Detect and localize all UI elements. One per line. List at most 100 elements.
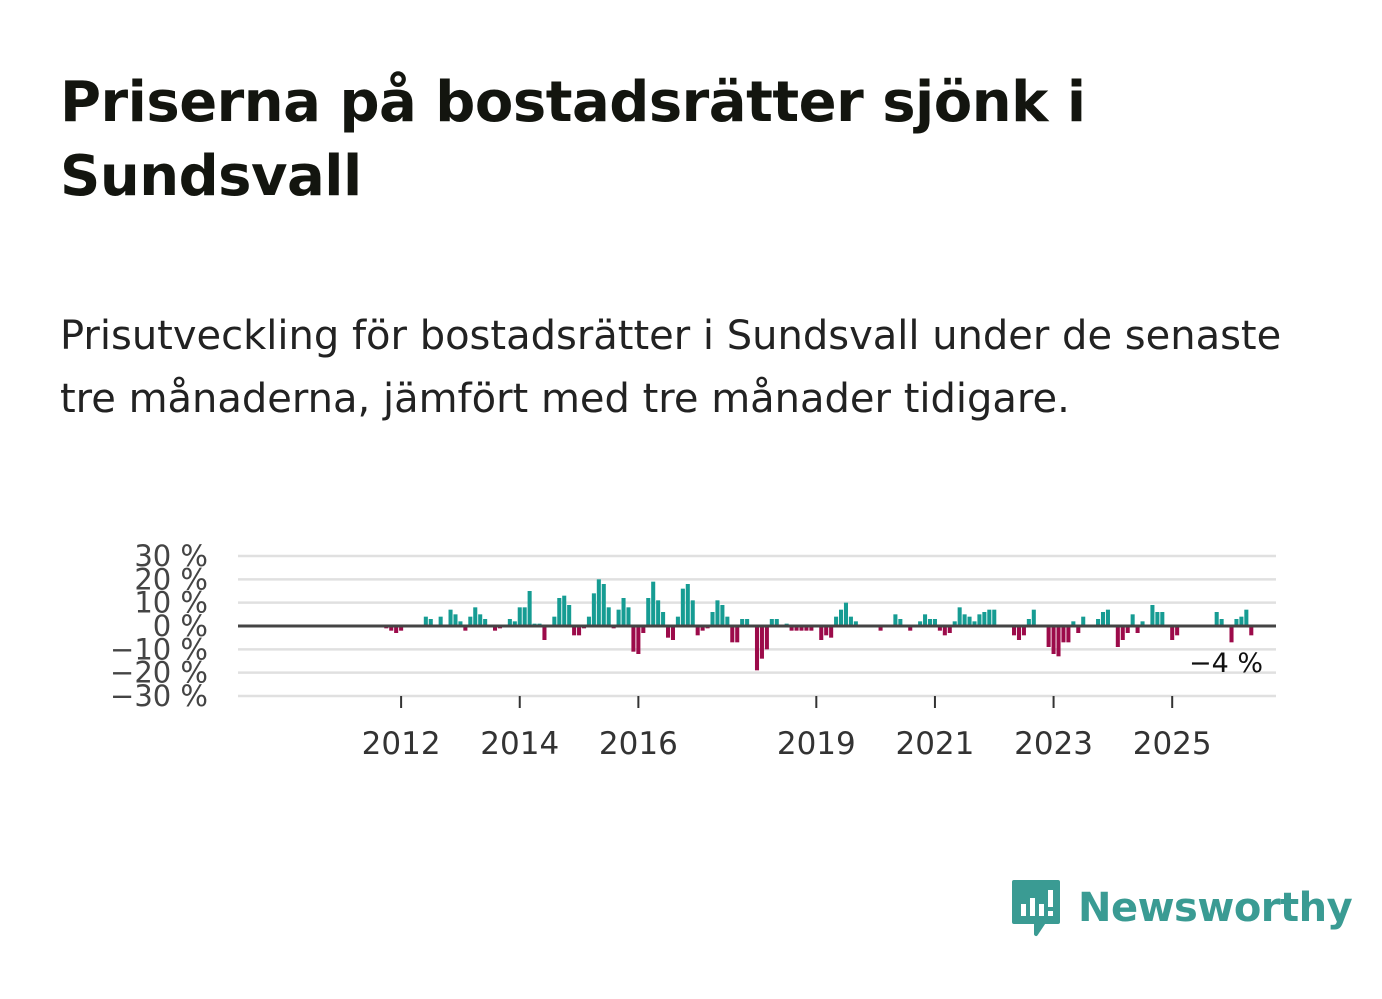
chart-bar bbox=[1214, 612, 1219, 626]
chart-bar bbox=[1229, 626, 1234, 643]
chart-bar bbox=[769, 619, 774, 626]
x-tick-label: 2019 bbox=[777, 726, 856, 762]
chart-bar bbox=[586, 616, 591, 626]
chart-bar bbox=[1051, 626, 1056, 654]
chart-bar bbox=[1244, 609, 1249, 626]
chart-bar bbox=[843, 602, 848, 626]
chart-title: Priserna på bostadsrätter sjönk i Sundsv… bbox=[60, 70, 1086, 209]
x-tick-label: 2014 bbox=[480, 726, 559, 762]
chart-bar bbox=[1031, 609, 1036, 626]
chart-bar bbox=[448, 609, 453, 626]
chart-bar bbox=[725, 616, 730, 626]
chart-bar bbox=[799, 626, 804, 631]
chart-bar bbox=[1125, 626, 1130, 633]
chart-bar bbox=[631, 626, 636, 652]
chart-bar bbox=[621, 598, 626, 626]
x-axis: 2012 2014 2016 2019 2021 2023 2025 bbox=[362, 696, 1212, 762]
chart-bar bbox=[616, 609, 621, 626]
chart-bar bbox=[428, 619, 433, 626]
x-tick-label: 2021 bbox=[895, 726, 974, 762]
chart-bar bbox=[774, 619, 779, 626]
chart-bar bbox=[591, 593, 596, 626]
chart-bar bbox=[542, 626, 547, 640]
chart-bar bbox=[1021, 626, 1026, 636]
price-change-bar-chart: 30 %20 %10 %0 %−10 %−20 %−30 % 2012 2014 2… bbox=[110, 539, 1276, 762]
chart-bar bbox=[942, 626, 947, 636]
chart-bar bbox=[829, 626, 834, 638]
chart-bar bbox=[848, 616, 853, 626]
chart-bar bbox=[552, 616, 557, 626]
chart-bar bbox=[680, 588, 685, 626]
chart-bar bbox=[700, 626, 705, 631]
chart-bar bbox=[636, 626, 641, 654]
chart-bar bbox=[675, 616, 680, 626]
chart-bar bbox=[1219, 619, 1224, 626]
chart-bar bbox=[493, 626, 498, 631]
chart-bar bbox=[596, 579, 601, 626]
last-value-label: −4 % bbox=[1189, 648, 1263, 679]
chart-bar bbox=[730, 626, 735, 643]
chart-bar bbox=[468, 616, 473, 626]
y-tick-label: 10 % bbox=[134, 586, 208, 620]
chart-bar bbox=[740, 619, 745, 626]
chart-bar bbox=[1046, 626, 1051, 647]
chart-bar bbox=[1081, 616, 1086, 626]
chart-bar bbox=[641, 626, 646, 633]
chart-bar bbox=[483, 619, 488, 626]
chart-bar bbox=[394, 626, 399, 633]
chart-bar bbox=[695, 626, 700, 636]
chart-bar bbox=[646, 598, 651, 626]
chart-bar bbox=[759, 626, 764, 659]
chart-bar bbox=[557, 598, 562, 626]
brand-logo: Newsworthy bbox=[1010, 878, 1353, 938]
chart-bar bbox=[977, 614, 982, 626]
chart-bar bbox=[572, 626, 577, 636]
chart-bar bbox=[666, 626, 671, 638]
chart-bars bbox=[384, 579, 1254, 671]
chart-bar bbox=[982, 612, 987, 626]
y-tick-label: 0 % bbox=[153, 609, 208, 643]
chart-bar bbox=[809, 626, 814, 631]
chart-bar bbox=[1071, 621, 1076, 626]
chart-bar bbox=[824, 626, 829, 636]
chart-gridlines bbox=[238, 554, 1276, 698]
chart-bar bbox=[952, 621, 957, 626]
chart-bar bbox=[651, 581, 656, 626]
chart-bar bbox=[601, 584, 606, 626]
chart-bar bbox=[710, 612, 715, 626]
chart-bar bbox=[987, 609, 992, 626]
chart-bar bbox=[512, 621, 517, 626]
chart-bar bbox=[947, 626, 952, 633]
chart-bar bbox=[908, 626, 913, 631]
chart-bar bbox=[1105, 609, 1110, 626]
chart-bar bbox=[967, 616, 972, 626]
chart-bar bbox=[522, 607, 527, 626]
chart-bar bbox=[992, 609, 997, 626]
chart-bar bbox=[1175, 626, 1180, 636]
chart-bar bbox=[656, 600, 661, 626]
chart-bar bbox=[567, 605, 572, 626]
chart-bar bbox=[1012, 626, 1017, 636]
chart-bar bbox=[937, 626, 942, 631]
chart-bar bbox=[463, 626, 468, 631]
chart-bar bbox=[972, 621, 977, 626]
chart-bar bbox=[1249, 626, 1254, 636]
chart-bar bbox=[1061, 626, 1066, 643]
chart-bar bbox=[1026, 619, 1031, 626]
chart-bar bbox=[423, 616, 428, 626]
y-tick-label: 30 % bbox=[134, 539, 208, 573]
chart-bar bbox=[918, 621, 923, 626]
chart-bar bbox=[1140, 621, 1145, 626]
chart-bar bbox=[438, 616, 443, 626]
chart-bar bbox=[1160, 612, 1165, 626]
newsworthy-logo-icon bbox=[1012, 880, 1060, 936]
chart-bar bbox=[1120, 626, 1125, 640]
chart-bar bbox=[685, 584, 690, 626]
y-tick-label: −10 % bbox=[110, 632, 208, 666]
chart-bar bbox=[1135, 626, 1140, 633]
chart-bar bbox=[720, 605, 725, 626]
chart-bar bbox=[1096, 619, 1101, 626]
chart-bar bbox=[399, 626, 404, 631]
chart-bar bbox=[1056, 626, 1061, 657]
chart-bar bbox=[715, 600, 720, 626]
